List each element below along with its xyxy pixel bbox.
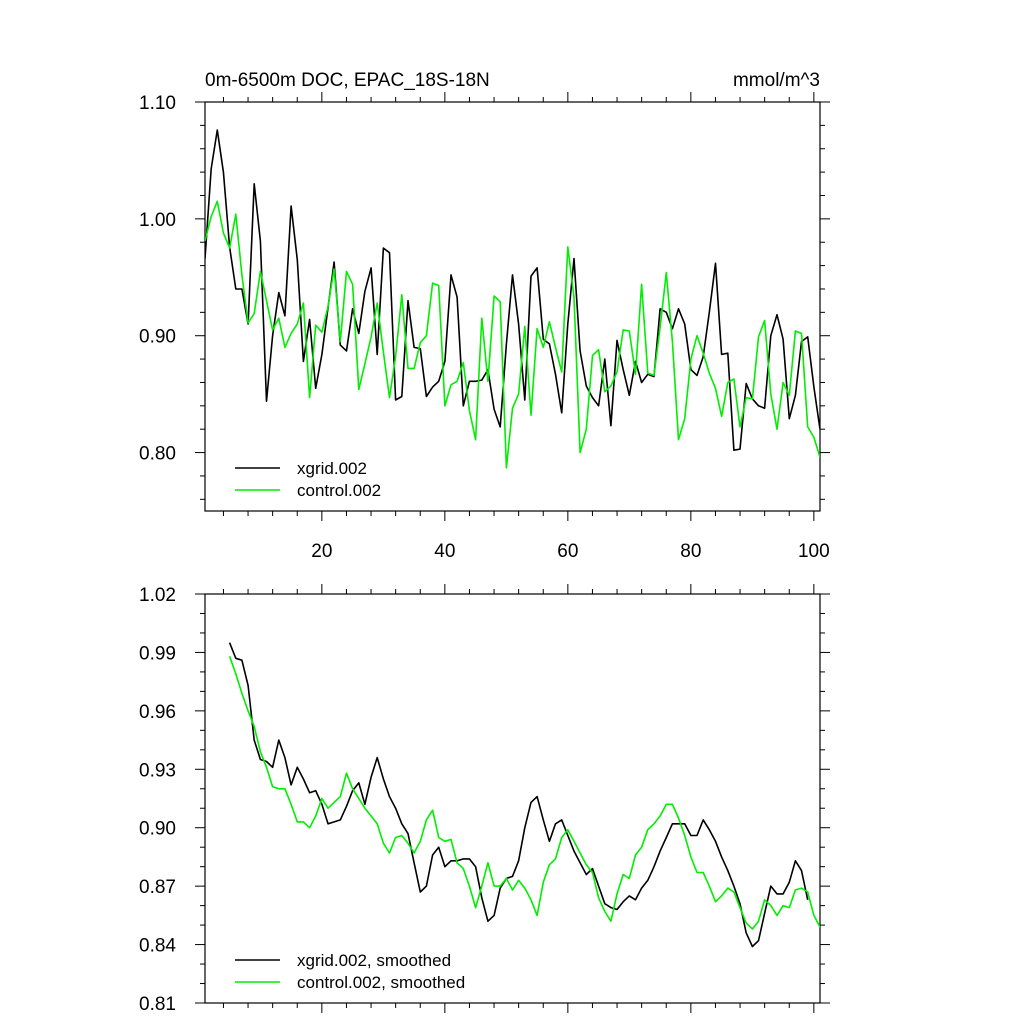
top-legend-label-xgrid: xgrid.002 — [297, 459, 367, 478]
top-x-tick-label: 20 — [311, 541, 332, 562]
top-legend-label-control: control.002 — [297, 481, 381, 500]
bottom-y-tick-label: 0.99 — [139, 643, 176, 664]
bottom-series-line-xgrid — [228, 642, 809, 948]
bottom-panel: 0.81 0.84 0.87 0.90 0.93 0.96 0.99 1.02 xgrid.00… — [139, 584, 830, 1015]
bottom-plot-frame — [204, 593, 821, 1004]
bottom-legend-label-xgrid: xgrid.002, smoothed — [297, 951, 451, 970]
bottom-y-tick-label: 0.84 — [139, 936, 176, 957]
top-plot-frame — [204, 101, 821, 512]
top-x-tick-label: 40 — [434, 541, 455, 562]
bottom-series-line-control — [228, 656, 820, 930]
top-series-line-control — [205, 200, 820, 469]
top-panel: 0m-6500m DOC, EPAC_18S-18N mmol/m^3 20 40… — [139, 70, 830, 562]
top-x-tick-label: 80 — [680, 541, 701, 562]
top-y-tick-label: 1.00 — [139, 210, 176, 231]
bottom-y-tick-label: 0.93 — [139, 760, 176, 781]
top-x-tick-label: 60 — [557, 541, 578, 562]
bottom-y-tick-label: 0.87 — [139, 877, 176, 898]
top-chart-units: mmol/m^3 — [733, 70, 820, 91]
top-y-tick-label: 0.90 — [139, 327, 176, 348]
bottom-y-tick-label: 0.81 — [139, 994, 176, 1015]
top-series-line-xgrid — [205, 129, 820, 452]
bottom-y-tick-label: 0.96 — [139, 702, 176, 723]
top-x-tick-label: 100 — [798, 541, 830, 562]
top-y-tick-label: 1.10 — [139, 93, 176, 114]
bottom-y-tick-label: 0.90 — [139, 819, 176, 840]
bottom-y-tick-label: 1.02 — [139, 585, 176, 606]
top-chart-title: 0m-6500m DOC, EPAC_18S-18N — [205, 70, 490, 91]
top-y-tick-label: 0.80 — [139, 444, 176, 465]
bottom-legend-label-control: control.002, smoothed — [297, 973, 465, 992]
